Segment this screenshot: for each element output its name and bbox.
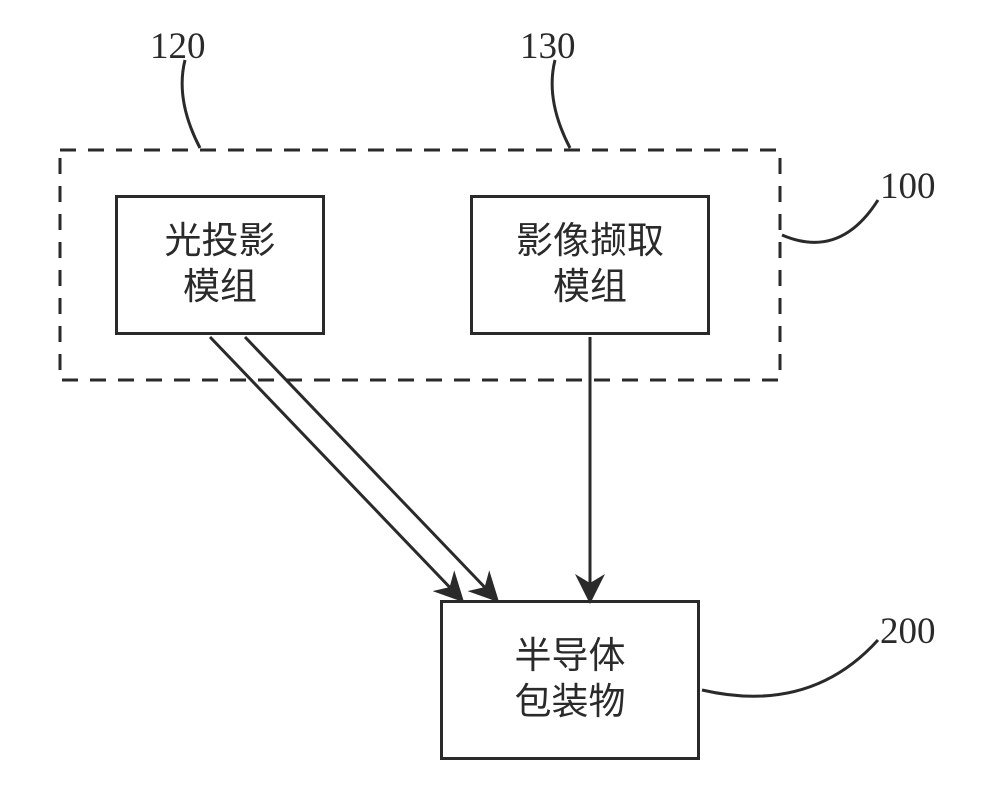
- label-130: 130: [520, 25, 576, 68]
- leader-200: [702, 640, 878, 696]
- node-package-line2: 包装物: [515, 682, 626, 723]
- label-120: 120: [150, 25, 206, 68]
- node-package-line1: 半导体: [515, 636, 626, 677]
- node-semiconductor-package: 半导体 包装物: [440, 600, 700, 760]
- node-projection-line1: 光投影: [165, 221, 276, 262]
- node-projection-line2: 模组: [183, 267, 257, 308]
- node-projection-module: 光投影 模组: [115, 195, 325, 335]
- arrow-proj-to-package-2: [245, 337, 495, 598]
- node-capture-line1: 影像撷取: [516, 221, 664, 262]
- leader-120: [182, 60, 200, 148]
- leader-100: [782, 200, 878, 242]
- leader-130: [552, 60, 570, 148]
- node-capture-line2: 模组: [553, 267, 627, 308]
- label-100: 100: [880, 165, 936, 208]
- label-200: 200: [880, 610, 936, 653]
- node-capture-module: 影像撷取 模组: [470, 195, 710, 335]
- diagram-canvas: 120 130 100 200 光投影 模组 影像撷取 模组 半导体 包装物: [0, 0, 1000, 809]
- arrow-proj-to-package-1: [210, 337, 460, 598]
